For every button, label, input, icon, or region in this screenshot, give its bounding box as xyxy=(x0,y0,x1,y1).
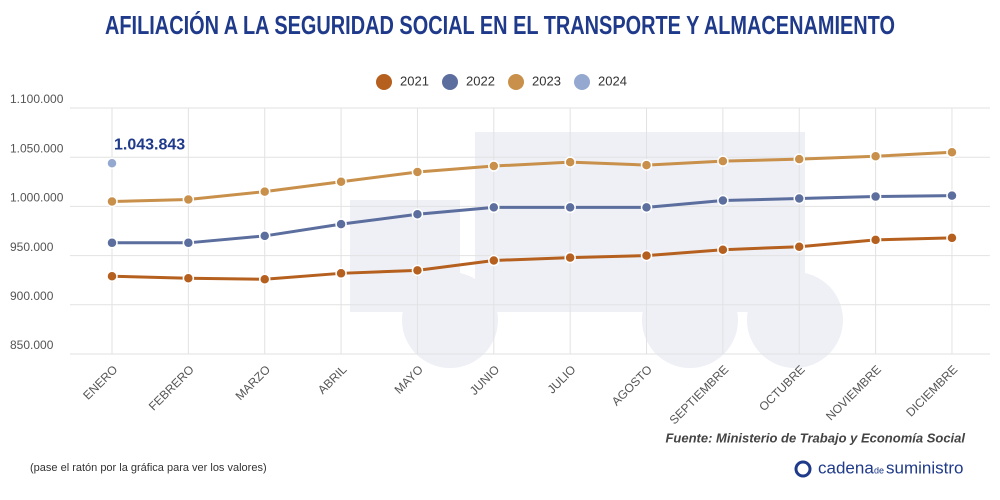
data-point xyxy=(869,234,882,246)
data-point xyxy=(564,156,576,168)
data-point xyxy=(793,192,805,205)
data-point xyxy=(258,273,271,285)
legend-marker xyxy=(574,74,590,90)
data-point xyxy=(106,237,118,249)
source: Fuente: Ministerio de Trabajo y Economía… xyxy=(665,430,965,445)
data-point xyxy=(258,230,271,242)
data-point xyxy=(411,264,424,277)
legend-label: 2023 xyxy=(532,73,561,88)
x-tick-label: MAYO xyxy=(392,362,426,396)
data-point xyxy=(564,251,576,264)
data-point xyxy=(258,185,271,198)
data-point xyxy=(793,240,805,253)
data-point xyxy=(411,208,424,221)
data-point xyxy=(717,155,729,167)
y-tick-label: 1.100.000 xyxy=(10,92,64,106)
data-point xyxy=(106,195,118,208)
series-line xyxy=(112,194,952,245)
data-point xyxy=(411,166,424,178)
data-point xyxy=(182,193,195,206)
data-point xyxy=(640,159,653,171)
truck-box xyxy=(475,132,805,312)
note: (pase el ratón por la gráfica para ver l… xyxy=(30,462,267,474)
data-point xyxy=(106,270,118,283)
logo-text: de xyxy=(874,465,884,475)
data-point xyxy=(640,201,653,214)
logo-icon xyxy=(794,460,812,478)
data-point xyxy=(793,153,805,165)
data-point xyxy=(335,267,347,280)
x-tick-label: JULIO xyxy=(545,362,579,396)
logo: cadena de suministro xyxy=(794,458,963,478)
x-tick-label: ENERO xyxy=(80,362,120,402)
legend-marker xyxy=(508,74,524,90)
x-tick-label: DICIEMBRE xyxy=(903,362,960,419)
series-line xyxy=(111,236,952,281)
legend-label: 2024 xyxy=(598,73,627,88)
data-point xyxy=(869,150,882,162)
y-tick-label: 900.000 xyxy=(10,289,54,303)
data-point xyxy=(182,237,195,249)
data-point xyxy=(335,176,347,188)
x-tick-label: AGOSTO xyxy=(609,362,655,408)
legend-label: 2021 xyxy=(400,73,429,88)
y-tick-label: 850.000 xyxy=(10,338,54,352)
x-tick-label: MARZO xyxy=(233,362,274,403)
data-point xyxy=(640,249,653,262)
data-point xyxy=(106,157,118,170)
data-point xyxy=(717,243,729,256)
data-point xyxy=(488,201,500,214)
legend-marker xyxy=(442,74,458,90)
data-point xyxy=(869,190,882,203)
data-point xyxy=(946,232,958,244)
data-point xyxy=(488,254,500,267)
wheel xyxy=(642,272,738,368)
background-truck xyxy=(350,132,843,368)
x-tick-label: NOVIEMBRE xyxy=(823,362,884,423)
y-tick-label: 950.000 xyxy=(10,240,54,254)
data-label: 1.043.843 xyxy=(114,136,185,153)
series-line xyxy=(111,150,953,203)
data-point xyxy=(946,146,958,159)
legend-label: 2022 xyxy=(466,73,495,88)
x-tick-label: FEBRERO xyxy=(146,362,197,413)
logo-text: cadena xyxy=(818,458,874,477)
data-point xyxy=(717,194,729,207)
x-tick-label: JUNIO xyxy=(467,362,502,397)
data-point xyxy=(335,218,347,230)
x-tick-label: OCTUBRE xyxy=(756,362,807,413)
legend-marker xyxy=(376,74,392,90)
x-tick-label: SEPTIEMBRE xyxy=(667,362,732,427)
data-point xyxy=(564,201,576,214)
y-tick-label: 1.050.000 xyxy=(10,141,64,155)
data-point xyxy=(182,272,195,284)
data-point xyxy=(946,189,958,202)
wheel xyxy=(402,272,498,368)
x-tick-label: ABRIL xyxy=(315,362,350,397)
logo-text: suministro xyxy=(886,458,963,477)
y-tick-label: 1.000.000 xyxy=(10,191,64,205)
data-point xyxy=(488,160,500,172)
chart-title: AFILIACIÓN A LA SEGURIDAD SOCIAL EN EL T… xyxy=(105,10,895,40)
wheel xyxy=(747,272,843,368)
